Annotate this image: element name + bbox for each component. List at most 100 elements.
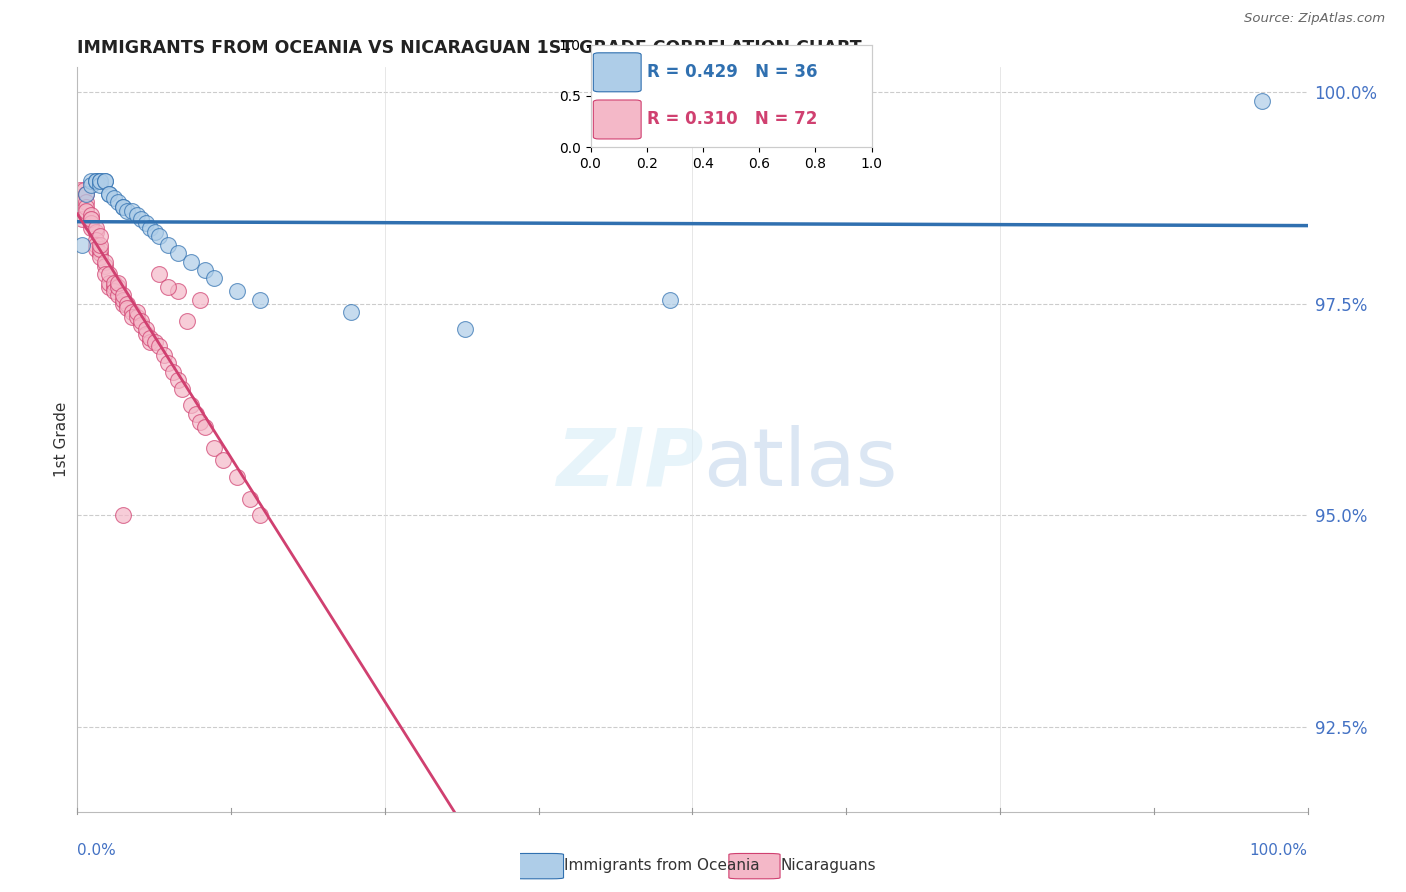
Point <box>111 200 134 214</box>
Point <box>184 407 207 421</box>
Point <box>188 416 212 430</box>
Point <box>188 293 212 307</box>
Point <box>249 293 271 307</box>
Point <box>80 217 103 231</box>
Point <box>75 195 97 210</box>
Point <box>117 297 139 311</box>
Y-axis label: 1st Grade: 1st Grade <box>53 401 69 477</box>
Point <box>135 322 157 336</box>
Point <box>125 305 148 319</box>
Point <box>148 339 170 353</box>
Point <box>453 322 475 336</box>
Text: Nicaraguans: Nicaraguans <box>780 858 876 872</box>
Point <box>157 280 180 294</box>
Point <box>202 441 225 455</box>
FancyBboxPatch shape <box>593 53 641 92</box>
Point <box>339 305 361 319</box>
Point <box>89 178 111 193</box>
Point <box>117 301 139 315</box>
Point <box>125 208 148 222</box>
Point <box>148 229 170 244</box>
Point <box>107 276 129 290</box>
Point <box>111 200 134 214</box>
Point <box>69 183 91 197</box>
Point <box>93 174 115 188</box>
Point <box>103 276 125 290</box>
Point <box>89 174 111 188</box>
Point <box>166 246 188 260</box>
Point <box>80 178 103 193</box>
Point <box>84 234 107 248</box>
Point <box>73 183 96 197</box>
Point <box>121 203 143 218</box>
Point <box>162 365 184 379</box>
Point <box>75 200 97 214</box>
Point <box>70 191 93 205</box>
Text: ZIP: ZIP <box>555 425 703 503</box>
Point <box>153 348 176 362</box>
Point <box>103 191 125 205</box>
Point <box>70 237 93 252</box>
FancyBboxPatch shape <box>593 100 641 139</box>
Point <box>202 271 225 285</box>
Point <box>121 305 143 319</box>
Point <box>75 186 97 201</box>
Point <box>212 453 235 467</box>
Text: Immigrants from Oceania: Immigrants from Oceania <box>564 858 759 872</box>
Point <box>225 470 247 484</box>
Point <box>194 263 217 277</box>
Point <box>103 280 125 294</box>
Point <box>89 237 111 252</box>
Point <box>107 288 129 302</box>
Point <box>135 217 157 231</box>
Point <box>89 174 111 188</box>
Point <box>172 382 194 396</box>
Point <box>143 225 166 239</box>
Point <box>658 293 681 307</box>
Point <box>194 419 217 434</box>
Point <box>84 220 107 235</box>
Point <box>70 212 93 227</box>
Point <box>93 174 115 188</box>
Point <box>98 280 121 294</box>
Point <box>98 186 121 201</box>
Text: 0.0%: 0.0% <box>77 843 117 857</box>
Point <box>93 267 115 281</box>
Point <box>89 250 111 264</box>
Point <box>139 220 162 235</box>
Point <box>80 174 103 188</box>
Point <box>129 314 152 328</box>
Point <box>84 174 107 188</box>
Point <box>84 174 107 188</box>
Point <box>249 508 271 523</box>
Point <box>80 208 103 222</box>
Point <box>107 280 129 294</box>
FancyBboxPatch shape <box>512 854 564 879</box>
Point <box>125 310 148 324</box>
Point <box>93 259 115 273</box>
Point <box>103 284 125 298</box>
Point <box>89 229 111 244</box>
Point <box>75 203 97 218</box>
Text: IMMIGRANTS FROM OCEANIA VS NICARAGUAN 1ST GRADE CORRELATION CHART: IMMIGRANTS FROM OCEANIA VS NICARAGUAN 1S… <box>77 39 862 57</box>
Point <box>129 212 152 227</box>
Point <box>80 220 103 235</box>
Point <box>111 508 134 523</box>
Text: 100.0%: 100.0% <box>1250 843 1308 857</box>
Point <box>1251 94 1274 108</box>
Text: Source: ZipAtlas.com: Source: ZipAtlas.com <box>1244 12 1385 25</box>
Point <box>225 284 247 298</box>
Text: atlas: atlas <box>703 425 897 503</box>
Point <box>89 246 111 260</box>
Point <box>84 225 107 239</box>
Point <box>80 212 103 227</box>
Point <box>84 242 107 256</box>
Point <box>180 399 202 413</box>
Point <box>98 267 121 281</box>
Point <box>89 242 111 256</box>
Point <box>148 267 170 281</box>
Point <box>139 331 162 345</box>
Point <box>143 334 166 349</box>
Point <box>111 288 134 302</box>
Point <box>84 237 107 252</box>
